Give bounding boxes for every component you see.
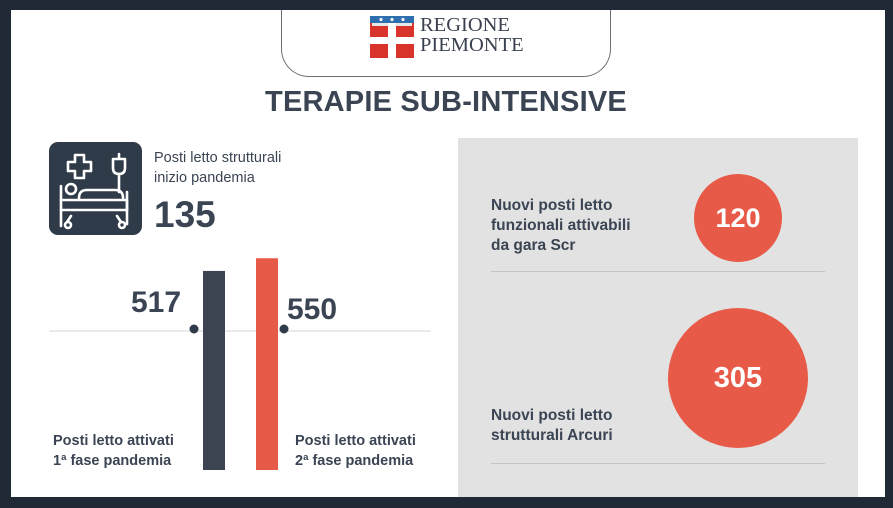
panel-item2-label: Nuovi posti letto strutturali Arcuri [491,406,613,446]
panel-item1-line1: Nuovi posti letto [491,197,613,214]
phase1-caption-line1: Posti letto attivati [53,433,174,449]
logo-line2: PIEMONTE [420,34,524,56]
phase-bar-1 [203,270,225,470]
page-title: TERAPIE SUB-INTENSIVE [265,86,627,118]
logo-line1: REGIONE [420,14,510,36]
phase1-caption: Posti letto attivati 1ª fase pandemia [53,431,174,471]
phase2-caption-line2: 2ª fase pandemia [295,453,414,469]
structural-label: Posti letto strutturali inizio pandemia [154,148,344,188]
panel-item2-line2: strutturali Arcuri [491,427,613,444]
structural-label-line2: inizio pandemia [154,170,255,186]
phase2-caption-line1: Posti letto attivati [295,433,416,449]
phase1-caption-line2: 1ª fase pandemia [53,453,172,469]
panel-item1-circle: 120 [694,174,782,262]
panel-item1-line2: funzionali attivabili [491,217,631,234]
phase2-value: 550 [287,293,338,326]
phase1-value: 517 [131,286,182,319]
piemonte-flag-icon [370,16,414,58]
new-beds-panel: Nuovi posti letto funzionali attivabili … [458,138,858,497]
panel-item1-value: 120 [715,202,761,233]
structural-value: 135 [154,194,216,235]
panel-item2-value: 305 [713,361,763,394]
panel-item1-line3: da gara Scr [491,237,576,254]
logo-text: REGIONE PIEMONTE [420,14,524,56]
hospital-bed-icon [49,142,142,235]
logo-tab: REGIONE PIEMONTE [281,10,611,77]
panel-separator-1 [491,271,825,272]
panel-separator-2 [491,463,825,464]
panel-item2-circle: 305 [668,308,808,448]
panel-item1-label: Nuovi posti letto funzionali attivabili … [491,196,631,256]
phase2-caption: Posti letto attivati 2ª fase pandemia [295,431,416,471]
panel-item2-line1: Nuovi posti letto [491,407,613,424]
phase-marker-dot-1 [189,324,199,334]
phase-bar-2 [256,258,278,470]
phase-marker-dot-2 [279,324,289,334]
infographic-frame: REGIONE PIEMONTE TERAPIE SUB-INTENSIVE [11,10,885,497]
phase-bars-chart [49,258,431,470]
structural-label-line1: Posti letto strutturali [154,150,282,166]
